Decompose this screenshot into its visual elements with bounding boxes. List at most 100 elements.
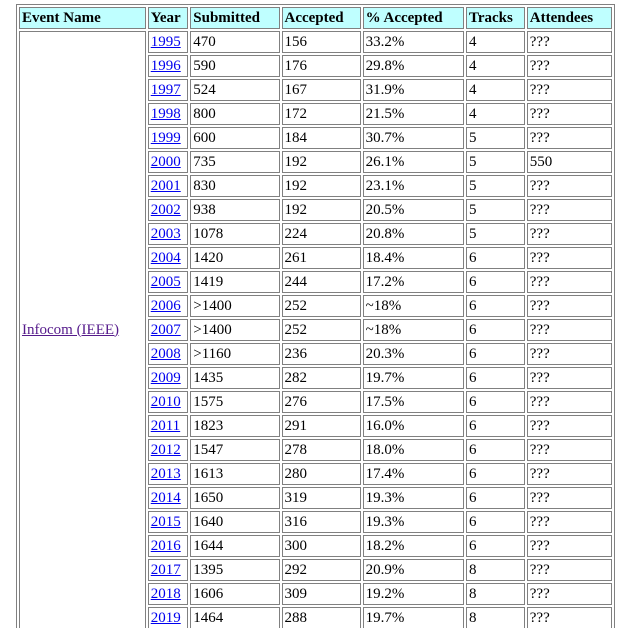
submitted-cell: 735 — [190, 151, 280, 173]
year-cell: 2003 — [147, 223, 189, 245]
submitted-cell: 1547 — [190, 439, 280, 461]
accepted-cell: 224 — [281, 223, 361, 245]
attendees-cell: ??? — [526, 463, 612, 485]
year-link[interactable]: 2014 — [150, 489, 181, 506]
attendees-cell: ??? — [526, 79, 612, 101]
submitted-cell: 524 — [190, 79, 280, 101]
event-name-cell: Infocom (IEEE) — [19, 31, 146, 628]
header-accepted: Accepted — [281, 7, 361, 29]
percent-accepted-cell: 18.0% — [362, 439, 464, 461]
year-link[interactable]: 2004 — [150, 249, 181, 266]
year-link[interactable]: 2007 — [150, 321, 181, 338]
percent-accepted-cell: 20.8% — [362, 223, 464, 245]
attendees-cell: ??? — [526, 55, 612, 77]
year-link[interactable]: 2017 — [150, 561, 181, 578]
year-link[interactable]: 2003 — [150, 225, 181, 242]
submitted-cell: 1435 — [190, 367, 280, 389]
accepted-cell: 192 — [281, 175, 361, 197]
table-row: 2007 >1400 252 ~18% 6??? — [19, 319, 612, 341]
submitted-cell: 830 — [190, 175, 280, 197]
submitted-cell: >1160 — [190, 343, 280, 365]
year-link[interactable]: 2011 — [150, 417, 181, 434]
tracks-cell: 6 — [465, 511, 525, 533]
year-cell: 2002 — [147, 199, 189, 221]
year-link[interactable]: 1995 — [150, 33, 181, 50]
tracks-cell: 6 — [465, 343, 525, 365]
year-link[interactable]: 1997 — [150, 81, 181, 98]
table-row: 2017 1395 292 20.9% 8??? — [19, 559, 612, 581]
attendees-cell: ??? — [526, 295, 612, 317]
tracks-cell: 6 — [465, 367, 525, 389]
accepted-cell: 309 — [281, 583, 361, 605]
year-cell: 2000 — [147, 151, 189, 173]
accepted-cell: 261 — [281, 247, 361, 269]
year-link[interactable]: 2018 — [150, 585, 181, 602]
submitted-cell: 1395 — [190, 559, 280, 581]
year-link[interactable]: 2001 — [150, 177, 181, 194]
year-cell: 2008 — [147, 343, 189, 365]
submitted-cell: 1640 — [190, 511, 280, 533]
tracks-cell: 4 — [465, 79, 525, 101]
attendees-cell: ??? — [526, 391, 612, 413]
year-link[interactable]: 2005 — [150, 273, 181, 290]
table-body: Infocom (IEEE) 1995 470 156 33.2% 4??? 1996 590… — [19, 31, 612, 628]
year-link[interactable]: 2013 — [150, 465, 181, 482]
attendees-cell: ??? — [526, 607, 612, 628]
year-link[interactable]: 1999 — [150, 129, 181, 146]
tracks-cell: 6 — [465, 295, 525, 317]
attendees-cell: ??? — [526, 31, 612, 53]
year-cell: 2010 — [147, 391, 189, 413]
year-link[interactable]: 2010 — [150, 393, 181, 410]
year-link[interactable]: 2019 — [150, 609, 181, 626]
accepted-cell: 167 — [281, 79, 361, 101]
percent-accepted-cell: 33.2% — [362, 31, 464, 53]
header-row: Event Name Year Submitted Accepted % Acc… — [19, 7, 612, 29]
attendees-cell: ??? — [526, 415, 612, 437]
year-cell: 2012 — [147, 439, 189, 461]
attendees-cell: ??? — [526, 535, 612, 557]
year-link[interactable]: 2002 — [150, 201, 181, 218]
conference-stats-table: Event Name Year Submitted Accepted % Acc… — [16, 4, 615, 628]
submitted-cell: 600 — [190, 127, 280, 149]
year-cell: 2019 — [147, 607, 189, 628]
percent-accepted-cell: 21.5% — [362, 103, 464, 125]
percent-accepted-cell: 30.7% — [362, 127, 464, 149]
tracks-cell: 5 — [465, 223, 525, 245]
submitted-cell: >1400 — [190, 319, 280, 341]
percent-accepted-cell: 19.7% — [362, 367, 464, 389]
year-cell: 2013 — [147, 463, 189, 485]
table-row: 2002 938 192 20.5% 5??? — [19, 199, 612, 221]
accepted-cell: 252 — [281, 319, 361, 341]
attendees-cell: ??? — [526, 271, 612, 293]
percent-accepted-cell: 29.8% — [362, 55, 464, 77]
year-link[interactable]: 2016 — [150, 537, 181, 554]
percent-accepted-cell: 19.7% — [362, 607, 464, 628]
header-submitted: Submitted — [190, 7, 280, 29]
attendees-cell: ??? — [526, 343, 612, 365]
year-link[interactable]: 2000 — [150, 153, 181, 170]
event-name-link[interactable]: Infocom (IEEE) — [22, 321, 120, 338]
year-link[interactable]: 1996 — [150, 57, 181, 74]
table-row: 2015 1640 316 19.3% 6??? — [19, 511, 612, 533]
year-link[interactable]: 2015 — [150, 513, 181, 530]
year-link[interactable]: 2009 — [150, 369, 181, 386]
submitted-cell: 1644 — [190, 535, 280, 557]
tracks-cell: 4 — [465, 31, 525, 53]
percent-accepted-cell: 31.9% — [362, 79, 464, 101]
year-link[interactable]: 1998 — [150, 105, 181, 122]
year-link[interactable]: 2012 — [150, 441, 181, 458]
table-row: 2011 1823 291 16.0% 6??? — [19, 415, 612, 437]
table-row: 2005 1419 244 17.2% 6??? — [19, 271, 612, 293]
year-cell: 1999 — [147, 127, 189, 149]
attendees-cell: ??? — [526, 103, 612, 125]
year-cell: 2004 — [147, 247, 189, 269]
percent-accepted-cell: 18.2% — [362, 535, 464, 557]
table-row: 1999 600 184 30.7% 5??? — [19, 127, 612, 149]
year-link[interactable]: 2006 — [150, 297, 181, 314]
attendees-cell: ??? — [526, 511, 612, 533]
table-row: 2016 1644 300 18.2% 6??? — [19, 535, 612, 557]
tracks-cell: 8 — [465, 559, 525, 581]
percent-accepted-cell: ~18% — [362, 319, 464, 341]
tracks-cell: 6 — [465, 487, 525, 509]
year-link[interactable]: 2008 — [150, 345, 181, 362]
